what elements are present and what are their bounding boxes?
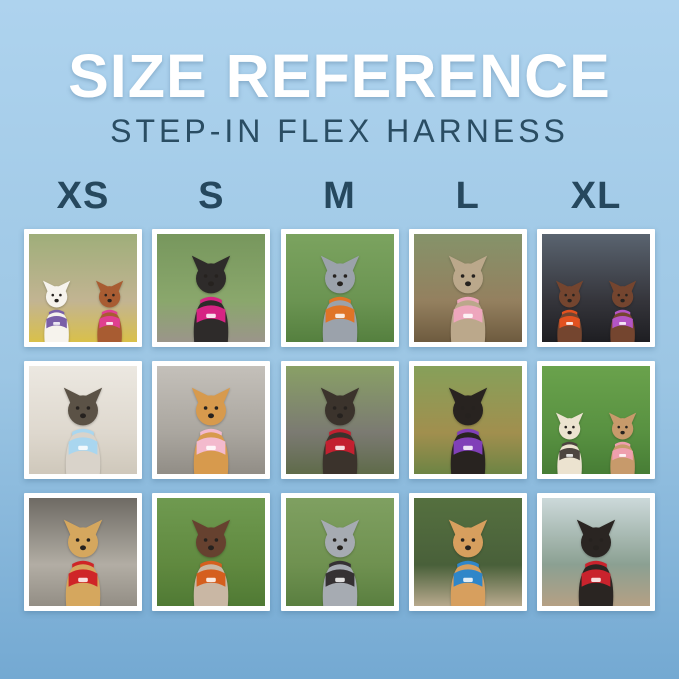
page-subtitle: STEP-IN FLEX HARNESS bbox=[110, 113, 569, 150]
photo-cell-l-row1 bbox=[408, 229, 527, 348]
dog-photo bbox=[413, 366, 522, 475]
photo-cell-xs-row1 bbox=[24, 229, 142, 348]
dog-photo bbox=[29, 498, 137, 607]
photo-cell-xs-row2 bbox=[24, 361, 142, 480]
dog-figure bbox=[555, 412, 584, 475]
dog-figure bbox=[320, 387, 359, 475]
dog-figure bbox=[608, 412, 637, 475]
dog-figure bbox=[63, 519, 103, 607]
dog-figure bbox=[95, 280, 124, 343]
dog-figure bbox=[192, 387, 231, 475]
dog-figure bbox=[608, 280, 637, 343]
size-labels: XS S M L XL bbox=[24, 175, 655, 218]
dog-figure bbox=[448, 519, 487, 607]
photo-cell-xs-row3 bbox=[24, 493, 142, 612]
photo-cell-m-row3 bbox=[280, 493, 399, 612]
photo-cell-l-row2 bbox=[408, 361, 527, 480]
dog-photo bbox=[413, 234, 522, 343]
photo-cell-l-row3 bbox=[408, 493, 527, 612]
dog-figure bbox=[448, 255, 487, 343]
size-label-xl: XL bbox=[570, 175, 622, 218]
dog-photo bbox=[285, 498, 394, 607]
dog-photo bbox=[157, 234, 266, 343]
dog-figure bbox=[320, 519, 359, 607]
photo-cell-xl-row3 bbox=[537, 493, 655, 612]
size-label-l: L bbox=[455, 175, 480, 218]
dog-photo bbox=[542, 234, 650, 343]
photo-cell-s-row1 bbox=[152, 229, 271, 348]
photo-cell-s-row3 bbox=[152, 493, 271, 612]
photo-cell-xl-row1 bbox=[537, 229, 655, 348]
dog-figure bbox=[42, 280, 71, 343]
photo-grid bbox=[24, 229, 655, 612]
photo-cell-m-row1 bbox=[280, 229, 399, 348]
dog-figure bbox=[192, 519, 231, 607]
photo-cell-xl-row2 bbox=[537, 361, 655, 480]
dog-figure bbox=[320, 255, 359, 343]
dog-figure bbox=[63, 387, 103, 475]
dog-photo bbox=[157, 498, 266, 607]
dog-photo bbox=[157, 366, 266, 475]
dog-figure bbox=[576, 519, 616, 607]
dog-photo bbox=[285, 366, 394, 475]
size-label-m: M bbox=[323, 175, 356, 218]
page-title: SIZE REFERENCE bbox=[68, 42, 611, 110]
dog-photo bbox=[29, 234, 137, 343]
dog-figure bbox=[448, 387, 487, 475]
photo-cell-m-row2 bbox=[280, 361, 399, 480]
dog-photo bbox=[413, 498, 522, 607]
dog-figure bbox=[555, 280, 584, 343]
dog-figure bbox=[192, 255, 231, 343]
dog-photo bbox=[29, 366, 137, 475]
header: SIZE REFERENCE STEP-IN FLEX HARNESS bbox=[0, 0, 679, 149]
dog-photo bbox=[542, 498, 650, 607]
photo-cell-s-row2 bbox=[152, 361, 271, 480]
size-label-xs: XS bbox=[56, 175, 110, 218]
dog-photo bbox=[542, 366, 650, 475]
size-label-s: S bbox=[198, 175, 225, 218]
dog-photo bbox=[285, 234, 394, 343]
